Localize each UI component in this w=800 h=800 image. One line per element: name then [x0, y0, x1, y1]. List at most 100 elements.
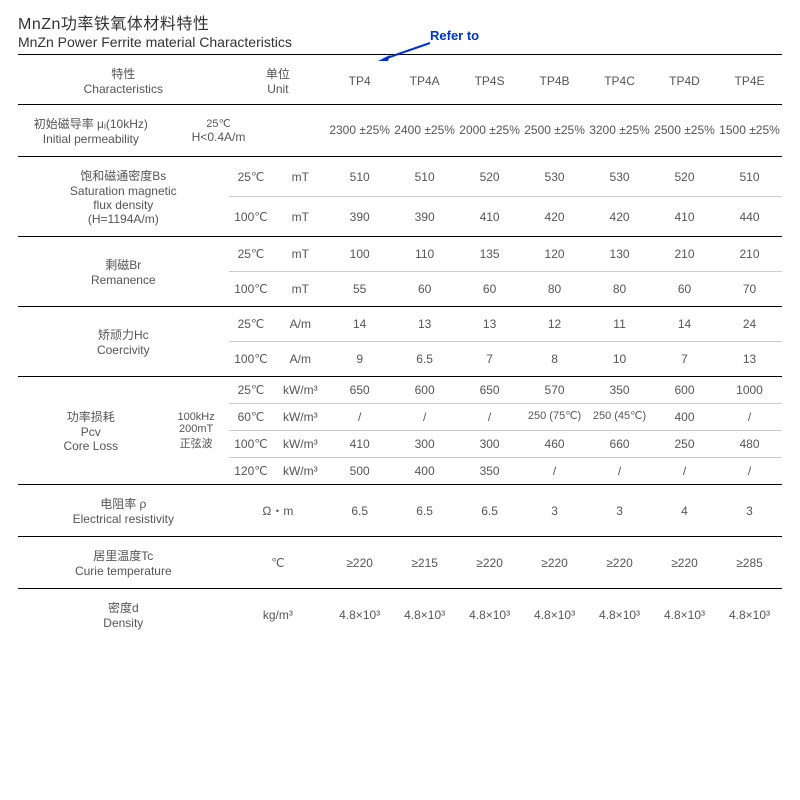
val-cell: 650 — [327, 377, 392, 404]
temp-cell: 100℃ — [229, 342, 274, 377]
val-cell: 400 — [652, 404, 717, 431]
temp-cell: 25℃ — [229, 377, 274, 404]
char-label: 密度d Density — [18, 589, 229, 641]
val-cell: 55 — [327, 272, 392, 307]
val-cell: 135 — [457, 237, 522, 272]
val-cell: 8 — [522, 342, 587, 377]
unit-cell: mT — [273, 237, 327, 272]
val-cell: 14 — [327, 307, 392, 342]
val-cell: 410 — [327, 431, 392, 458]
val-cell: ≥220 — [457, 537, 522, 589]
row-pcv-25: 功率损耗 Pcv Core Loss 100kHz 200mT 正弦波 25℃ … — [18, 377, 782, 404]
val-cell: 510 — [717, 157, 782, 197]
val-cell: 210 — [652, 237, 717, 272]
temp-cell: 60℃ — [229, 404, 274, 431]
val-cell: 300 — [457, 431, 522, 458]
val-cell: 6.5 — [392, 342, 457, 377]
char-label: 饱和磁通密度Bs Saturation magnetic flux densit… — [18, 157, 229, 237]
val-cell: 4.8×10³ — [717, 589, 782, 641]
row-curie: 居里温度Tc Curie temperature ℃ ≥220 ≥215 ≥22… — [18, 537, 782, 589]
val-cell: 11 — [587, 307, 652, 342]
hdr-col: TP4E — [717, 55, 782, 105]
val-cell: 460 — [522, 431, 587, 458]
temp-cell: 100℃ — [229, 272, 274, 307]
val-cell: ≥220 — [522, 537, 587, 589]
val-cell: / — [327, 404, 392, 431]
char-label: 矫顽力Hc Coercivity — [18, 307, 229, 377]
val-cell: 530 — [522, 157, 587, 197]
unit-cell: kW/m³ — [273, 404, 327, 431]
unit-cell: mT — [273, 272, 327, 307]
char-label: 功率损耗 Pcv Core Loss — [18, 377, 164, 485]
row-density: 密度d Density kg/m³ 4.8×10³ 4.8×10³ 4.8×10… — [18, 589, 782, 641]
val-cell: 60 — [652, 272, 717, 307]
hdr-col: TP4D — [652, 55, 717, 105]
val-cell: 440 — [717, 197, 782, 237]
val-cell: 3 — [587, 485, 652, 537]
val-cell: 80 — [587, 272, 652, 307]
unit-cell: A/m — [273, 307, 327, 342]
val-cell: ≥215 — [392, 537, 457, 589]
char-label: 剩磁Br Remanence — [18, 237, 229, 307]
val-cell: 60 — [392, 272, 457, 307]
val-cell: 300 — [392, 431, 457, 458]
val-cell: 3 — [522, 485, 587, 537]
row-hc-25: 矫顽力Hc Coercivity 25℃ A/m 14 13 13 12 11 … — [18, 307, 782, 342]
val-cell: 570 — [522, 377, 587, 404]
val-cell: 4.8×10³ — [392, 589, 457, 641]
temp-cell: 25℃ — [229, 307, 274, 342]
val-cell: 2500 ±25% — [522, 105, 587, 157]
val-cell: 13 — [392, 307, 457, 342]
title-cn: MnZn功率铁氧体材料特性 — [18, 10, 782, 34]
temp-cell: 100℃ — [229, 431, 274, 458]
val-cell: 600 — [652, 377, 717, 404]
val-cell: 6.5 — [327, 485, 392, 537]
unit-cell: kW/m³ — [273, 377, 327, 404]
row-bs-25: 饱和磁通密度Bs Saturation magnetic flux densit… — [18, 157, 782, 197]
val-cell: 410 — [652, 197, 717, 237]
val-cell: 9 — [327, 342, 392, 377]
char-label: 居里温度Tc Curie temperature — [18, 537, 229, 589]
unit-cell — [273, 105, 327, 157]
val-cell: / — [587, 458, 652, 485]
val-cell: 500 — [327, 458, 392, 485]
char-label: 电阻率 ρ Electrical resistivity — [18, 485, 229, 537]
unit-cell: kg/m³ — [229, 589, 328, 641]
val-cell: 390 — [327, 197, 392, 237]
val-cell: 13 — [717, 342, 782, 377]
val-cell: 210 — [717, 237, 782, 272]
val-cell: 520 — [457, 157, 522, 197]
val-cell: 4.8×10³ — [457, 589, 522, 641]
hdr-col: TP4S — [457, 55, 522, 105]
hdr-col: TP4B — [522, 55, 587, 105]
val-cell: 520 — [652, 157, 717, 197]
val-cell: / — [457, 404, 522, 431]
val-cell: / — [652, 458, 717, 485]
val-cell: ≥220 — [587, 537, 652, 589]
cond-cell: 100kHz 200mT 正弦波 — [164, 377, 229, 485]
characteristics-table: 特性 Characteristics 单位 Unit TP4 TP4A TP4S… — [18, 54, 782, 640]
hdr-characteristics: 特性 Characteristics — [18, 55, 229, 105]
val-cell: 410 — [457, 197, 522, 237]
val-cell: / — [392, 404, 457, 431]
val-cell: 60 — [457, 272, 522, 307]
val-cell: / — [522, 458, 587, 485]
val-cell: 250 (75℃) — [522, 404, 587, 431]
unit-cell: Ω・m — [229, 485, 328, 537]
val-cell: 510 — [327, 157, 392, 197]
val-cell: 13 — [457, 307, 522, 342]
row-resistivity: 电阻率 ρ Electrical resistivity Ω・m 6.5 6.5… — [18, 485, 782, 537]
val-cell: 530 — [587, 157, 652, 197]
val-cell: 120 — [522, 237, 587, 272]
title-en: MnZn Power Ferrite material Characterist… — [18, 34, 782, 50]
val-cell: 2400 ±25% — [392, 105, 457, 157]
val-cell: / — [717, 404, 782, 431]
val-cell: 6.5 — [392, 485, 457, 537]
val-cell: 650 — [457, 377, 522, 404]
val-cell: ≥220 — [327, 537, 392, 589]
val-cell: 4 — [652, 485, 717, 537]
val-cell: 250 — [652, 431, 717, 458]
val-cell: 130 — [587, 237, 652, 272]
val-cell: 70 — [717, 272, 782, 307]
val-cell: 390 — [392, 197, 457, 237]
